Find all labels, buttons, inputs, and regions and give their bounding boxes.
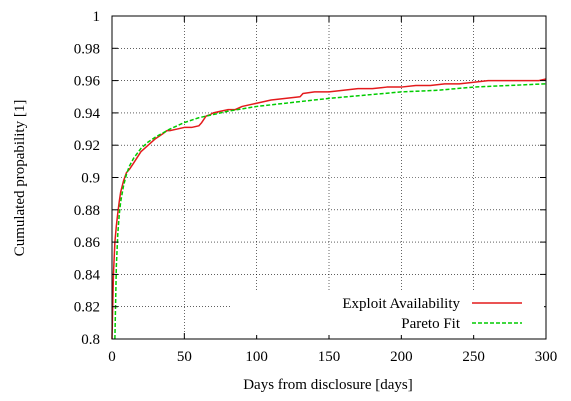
- x-tick-label: 50: [177, 349, 192, 365]
- x-tick-label: 150: [318, 349, 341, 365]
- y-tick-label: 0.98: [74, 41, 100, 57]
- y-tick-label: 0.96: [74, 74, 101, 90]
- x-tick-label: 250: [462, 349, 485, 365]
- grid: [112, 16, 546, 339]
- legend-background: [230, 291, 544, 335]
- y-tick-label: 0.92: [74, 138, 100, 154]
- axis-ticks: 0.80.820.840.860.880.90.920.940.960.9810…: [74, 9, 558, 365]
- y-tick-label: 1: [93, 9, 101, 25]
- y-tick-label: 0.9: [81, 171, 100, 187]
- legend: Exploit Availability Pareto Fit: [230, 291, 544, 335]
- x-tick-label: 200: [390, 349, 413, 365]
- y-tick-label: 0.88: [74, 203, 100, 219]
- x-tick-label: 0: [108, 349, 116, 365]
- x-axis-title: Days from disclosure [days]: [243, 377, 413, 393]
- legend-label: Pareto Fit: [401, 316, 461, 332]
- legend-label: Exploit Availability: [342, 296, 460, 312]
- y-tick-label: 0.84: [74, 267, 101, 283]
- pareto-fit-line: [114, 83, 547, 340]
- y-tick-label: 0.94: [74, 106, 101, 122]
- x-tick-label: 300: [535, 349, 558, 365]
- x-tick-label: 100: [245, 349, 268, 365]
- y-tick-label: 0.82: [74, 300, 100, 316]
- y-tick-label: 0.8: [81, 332, 100, 348]
- y-axis-title: Cumulated propability [1]: [12, 100, 28, 257]
- y-tick-label: 0.86: [74, 235, 101, 251]
- series-layer: [111, 78, 547, 340]
